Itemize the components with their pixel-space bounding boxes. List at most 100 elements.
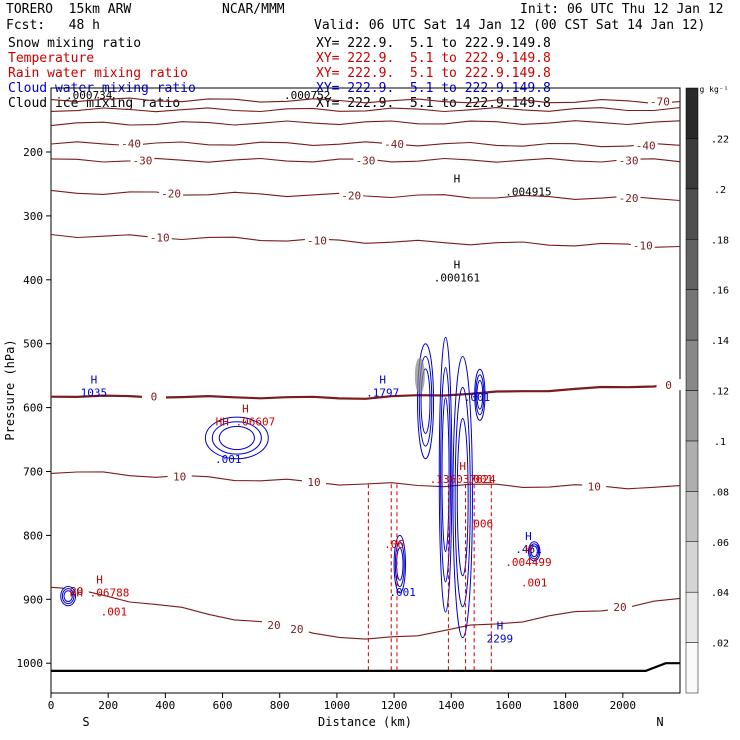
cloud-water-contour xyxy=(475,374,485,416)
isotherm-label-bg xyxy=(616,154,641,166)
max-marker: H xyxy=(91,374,98,387)
isotherm-label-bg xyxy=(147,231,172,243)
field-label-temperature: Temperature xyxy=(8,51,95,66)
colorbar-swatch xyxy=(685,440,699,492)
max-marker: H xyxy=(454,172,461,185)
isotherm-line xyxy=(50,120,681,127)
y-tick-label: 1000 xyxy=(17,657,44,670)
colorbar-tick-label: .12 xyxy=(711,387,729,398)
cloud-water-contour xyxy=(438,336,453,613)
max-value-label: .136037624 xyxy=(430,473,497,486)
isotherm-label-bg xyxy=(262,619,287,631)
x-tick-label: 800 xyxy=(270,699,290,712)
valid-time: Valid: 06 UTC Sat 14 Jan 12 (00 CST Sat … xyxy=(314,18,706,33)
contour-value-label: .001 xyxy=(521,577,548,590)
field-xy-snow: XY= 222.9. 5.1 to 222.9.149.8 xyxy=(316,36,551,51)
colorbar-swatch xyxy=(685,339,699,391)
max-value-label: HH .06788 xyxy=(70,587,130,600)
isotherm-label-bg xyxy=(630,239,655,251)
isotherm-label: -10 xyxy=(633,239,653,252)
isotherm-label-bg xyxy=(382,137,407,149)
isotherm-label: -40 xyxy=(121,138,141,151)
isotherm-label: -20 xyxy=(619,192,639,205)
isotherm-label-bg xyxy=(302,476,327,488)
init-time: Init: 06 UTC Thu 12 Jan 12 xyxy=(520,2,724,17)
cloud-water-contour xyxy=(452,355,473,639)
max-value-label: .004499 xyxy=(505,556,551,569)
cloud-water-contour xyxy=(394,541,405,588)
colorbar-tick-label: .06 xyxy=(711,538,729,549)
max-value-label: .000161 xyxy=(434,272,480,285)
isotherm-label: -40 xyxy=(384,138,404,151)
forecast-hour: Fcst: 48 h xyxy=(6,18,100,33)
colorbar-swatch xyxy=(685,239,699,290)
isotherm-label-bg xyxy=(167,470,192,482)
y-tick-label: 700 xyxy=(23,466,43,479)
y-tick-label: 300 xyxy=(23,210,43,223)
isotherm-line xyxy=(50,107,681,113)
isotherm-label: 20 xyxy=(290,623,303,636)
isotherm-line xyxy=(50,233,681,248)
isotherm-label: 20 xyxy=(267,619,280,632)
isotherm-line xyxy=(50,97,681,104)
cloud-water-contour xyxy=(530,545,538,558)
x-tick-label: 1800 xyxy=(552,699,579,712)
max-marker: H xyxy=(96,574,103,587)
x-tick-label: 1400 xyxy=(438,699,465,712)
max-marker: H xyxy=(242,402,249,415)
max-marker: H xyxy=(379,374,386,387)
field-xy-rain: XY= 222.9. 5.1 to 222.9.149.8 xyxy=(316,66,551,81)
isotherm-label: 0 xyxy=(665,379,672,392)
x-tick-label: 1000 xyxy=(324,699,351,712)
colorbar-swatch xyxy=(685,87,699,139)
y-tick-label: 400 xyxy=(23,274,43,287)
colorbar-tick-label: .02 xyxy=(711,639,729,650)
isotherm-label: -30 xyxy=(619,154,639,167)
max-value-label: 1035 xyxy=(81,387,108,400)
field-xy-temperature: XY= 222.9. 5.1 to 222.9.149.8 xyxy=(316,51,551,66)
max-value-label: .461 xyxy=(515,543,542,556)
isotherm-label: -30 xyxy=(356,154,376,167)
cloud-water-contour xyxy=(63,590,73,602)
isotherm-label: -20 xyxy=(161,187,181,200)
isotherm-label-bg xyxy=(633,139,658,151)
isotherm-label: -30 xyxy=(133,154,153,167)
colorbar-tick-label: .16 xyxy=(711,286,729,297)
isotherm-label-bg xyxy=(159,187,184,199)
cloud-water-contour xyxy=(476,380,484,410)
y-tick-label: 200 xyxy=(23,146,43,159)
isotherm-line xyxy=(50,586,681,640)
x-tick-label: 1200 xyxy=(381,699,408,712)
cloud-water-contour xyxy=(527,541,541,562)
y-tick-label: 900 xyxy=(23,593,43,606)
cloud-water-contour xyxy=(61,588,75,605)
max-marker: H xyxy=(497,620,504,633)
colorbar-swatch xyxy=(685,591,699,643)
cloud-water-contour xyxy=(454,386,471,608)
cloud-water-contour xyxy=(456,417,469,577)
terrain-line xyxy=(51,662,680,672)
isotherm-label-bg xyxy=(607,601,632,613)
colorbar-tick-label: .04 xyxy=(711,588,729,599)
colorbar-tick-label: .18 xyxy=(711,235,729,246)
colorbar-swatch xyxy=(685,541,699,593)
contour-value-label: .001 xyxy=(101,605,128,618)
cloud-water-contour xyxy=(440,367,451,583)
y-tick-label: 800 xyxy=(23,529,43,542)
max-marker: H xyxy=(525,530,532,543)
colorbar-tick-label: .1 xyxy=(714,437,726,448)
end-label-left: S xyxy=(82,715,89,729)
cloud-water-contour xyxy=(529,543,540,560)
colorbar-tick-label: .22 xyxy=(711,134,729,145)
colorbar-tick-label: .2 xyxy=(714,185,726,196)
x-tick-label: 0 xyxy=(48,699,55,712)
contour-value-label: .006 xyxy=(467,518,494,531)
cloud-water-contour xyxy=(474,368,486,421)
isotherm-line xyxy=(50,471,681,490)
cloud-water-contour xyxy=(417,343,435,460)
model-title: TORERO 15km ARW xyxy=(6,2,132,17)
cloud-water-contour xyxy=(211,421,262,455)
contour-value-label: .001 xyxy=(464,391,491,404)
x-tick-label: 400 xyxy=(155,699,175,712)
y-tick-label: 500 xyxy=(23,338,43,351)
